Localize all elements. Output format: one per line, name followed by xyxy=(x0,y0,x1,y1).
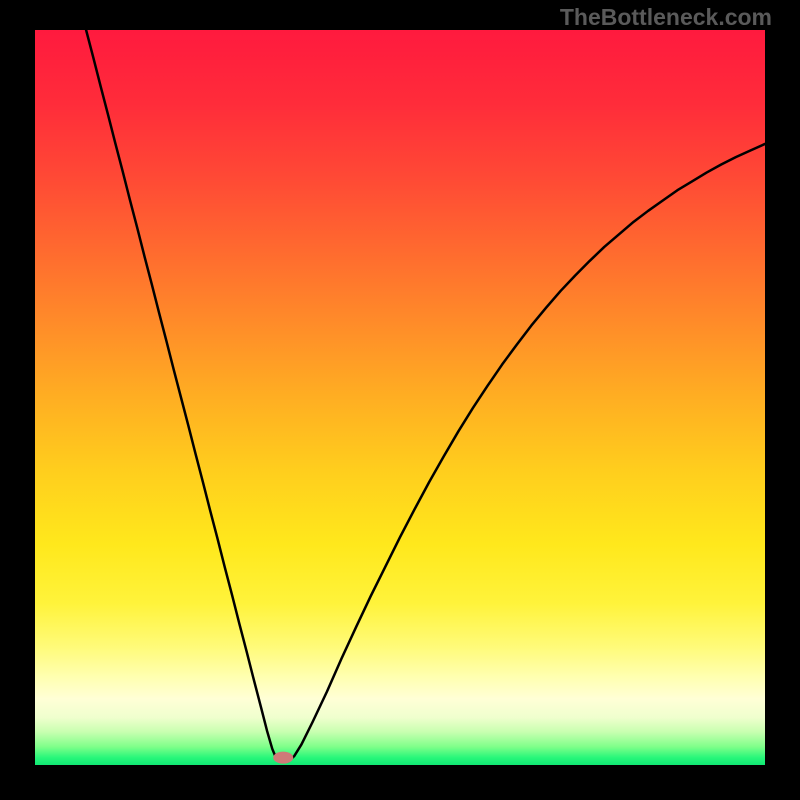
chart-container: TheBottleneck.com xyxy=(0,0,800,800)
plot-background xyxy=(35,30,765,765)
watermark-text: TheBottleneck.com xyxy=(560,4,772,31)
minimum-marker xyxy=(273,752,293,764)
chart-svg xyxy=(0,0,800,800)
